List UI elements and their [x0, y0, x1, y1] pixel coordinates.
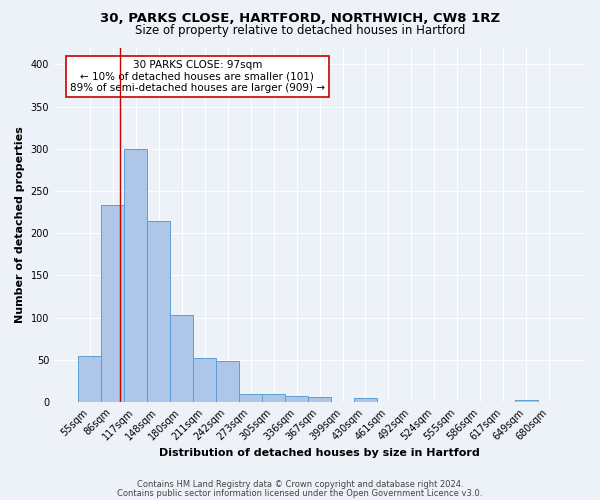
Bar	[147, 220, 170, 402]
Bar	[262, 394, 285, 402]
Text: Size of property relative to detached houses in Hartford: Size of property relative to detached ho…	[135, 24, 465, 37]
Bar	[101, 206, 124, 402]
Bar	[78, 356, 101, 402]
Bar	[308, 397, 331, 402]
Text: 30 PARKS CLOSE: 97sqm
← 10% of detached houses are smaller (101)
89% of semi-det: 30 PARKS CLOSE: 97sqm ← 10% of detached …	[70, 60, 325, 93]
Bar	[239, 394, 262, 402]
X-axis label: Distribution of detached houses by size in Hartford: Distribution of detached houses by size …	[159, 448, 480, 458]
Bar	[285, 396, 308, 402]
Bar	[354, 398, 377, 402]
Bar	[216, 360, 239, 402]
Text: Contains public sector information licensed under the Open Government Licence v3: Contains public sector information licen…	[118, 488, 482, 498]
Bar	[170, 315, 193, 402]
Text: Contains HM Land Registry data © Crown copyright and database right 2024.: Contains HM Land Registry data © Crown c…	[137, 480, 463, 489]
Text: 30, PARKS CLOSE, HARTFORD, NORTHWICH, CW8 1RZ: 30, PARKS CLOSE, HARTFORD, NORTHWICH, CW…	[100, 12, 500, 26]
Bar	[193, 358, 216, 402]
Bar	[515, 400, 538, 402]
Y-axis label: Number of detached properties: Number of detached properties	[15, 126, 25, 323]
Bar	[124, 149, 147, 402]
